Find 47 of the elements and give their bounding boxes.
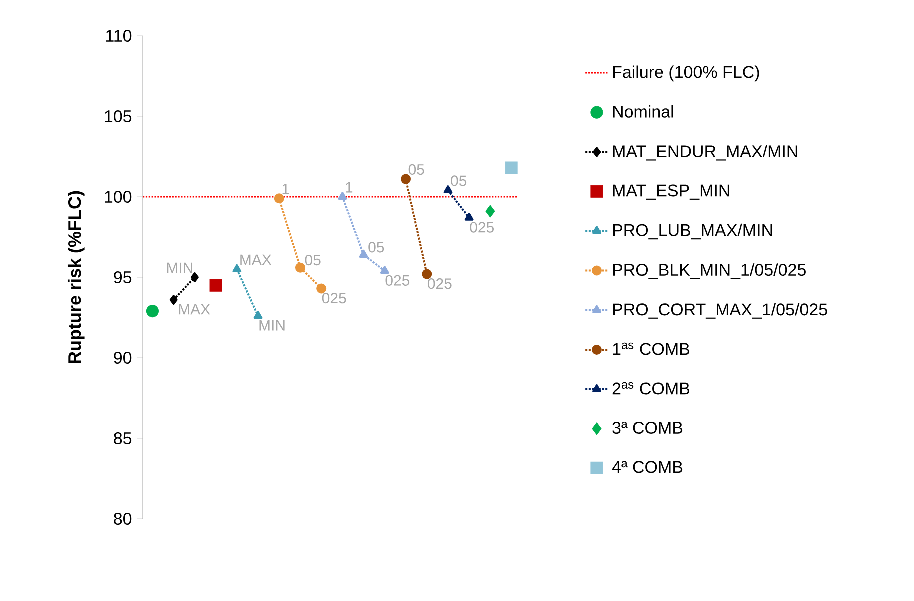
annotation: 025 bbox=[470, 222, 494, 233]
annotation: MAX bbox=[240, 254, 272, 266]
annotation: MIN bbox=[167, 262, 192, 274]
point bbox=[190, 272, 199, 282]
annotation: 05 bbox=[368, 242, 384, 253]
y-tick-label: 85 bbox=[114, 432, 132, 445]
legend-label: MAT_ESP_MIN bbox=[613, 184, 730, 200]
legend-label: PRO_LUB_MAX/MIN bbox=[613, 224, 772, 240]
legend-label: MAT_ENDUR_MAX/MIN bbox=[613, 145, 798, 161]
point bbox=[422, 269, 432, 280]
point bbox=[486, 205, 496, 218]
point bbox=[359, 250, 368, 258]
point bbox=[505, 162, 518, 174]
annotation: MAX bbox=[179, 304, 210, 315]
annotation: 1 bbox=[346, 182, 353, 193]
legend-label: PRO_BLK_MIN_1/05/025 bbox=[613, 264, 806, 280]
annotation: 05 bbox=[408, 164, 424, 176]
point bbox=[401, 174, 412, 184]
legend-label: 3ª COMB bbox=[612, 422, 683, 434]
point bbox=[170, 295, 178, 306]
annotation: 05 bbox=[451, 176, 467, 186]
y-tick-label: 90 bbox=[114, 352, 132, 364]
legend-label: 4ª COMB bbox=[612, 461, 683, 474]
point bbox=[338, 192, 348, 200]
annotation: 05 bbox=[305, 254, 321, 266]
legend-label: Failure (100% FLC) bbox=[613, 66, 760, 82]
point bbox=[210, 279, 222, 292]
point bbox=[146, 305, 159, 318]
y-axis-title: Rupture risk (%FLC) bbox=[68, 191, 85, 364]
y-tick-label: 105 bbox=[105, 110, 132, 123]
annotation: 025 bbox=[386, 275, 410, 286]
point bbox=[380, 266, 390, 274]
legend-label: 1$^{as}$ COMB bbox=[613, 342, 690, 356]
annotation: 1 bbox=[282, 184, 290, 194]
annotation: 025 bbox=[428, 278, 452, 290]
legend-label: PRO_CORT_MAX_1/05/025 bbox=[613, 303, 828, 319]
point bbox=[295, 262, 306, 273]
y-tick-label: 110 bbox=[106, 30, 132, 42]
y-tick-label: 95 bbox=[114, 271, 132, 284]
point bbox=[274, 194, 284, 204]
legend-label: Nominal bbox=[613, 105, 674, 118]
annotation: 025 bbox=[322, 293, 346, 304]
y-tick-label: 100 bbox=[105, 190, 132, 204]
legend-label: 2$^{as}$ COMB bbox=[612, 382, 690, 395]
y-tick-label: 80 bbox=[114, 512, 132, 526]
point bbox=[316, 284, 327, 294]
annotation: MIN bbox=[260, 320, 285, 331]
